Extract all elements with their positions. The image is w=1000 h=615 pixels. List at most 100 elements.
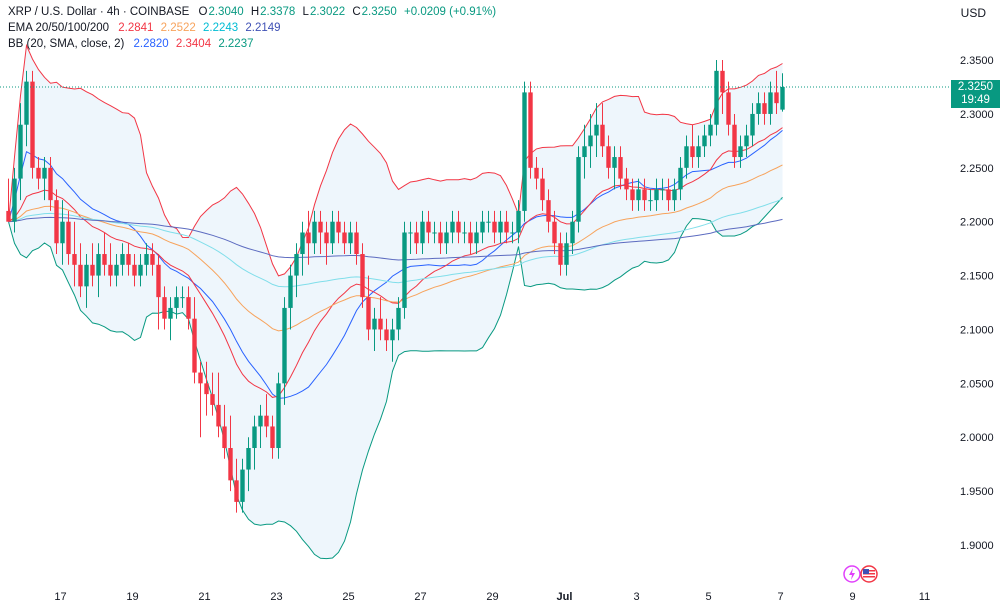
candle	[156, 254, 161, 330]
time-tick-label: 17	[54, 591, 66, 603]
candle-body	[300, 232, 305, 255]
candle	[648, 189, 653, 211]
candle-body	[642, 189, 647, 201]
us-flag-icon[interactable]	[860, 565, 878, 583]
price-axis[interactable]: 2.3500 2.3000 2.2500 2.2000 2.1500 2.1000 2.05…	[960, 55, 994, 552]
candle-body	[186, 297, 191, 319]
candle	[48, 157, 53, 211]
candle	[240, 458, 245, 513]
candle	[504, 210, 509, 244]
candle-body	[768, 92, 773, 114]
candle	[522, 81, 527, 222]
candle	[594, 103, 599, 158]
time-tick-label: 5	[705, 591, 711, 603]
bb-basis-value: 2.2820	[133, 38, 169, 50]
candle	[258, 404, 263, 449]
candle-body	[546, 200, 551, 222]
candle-body	[372, 318, 377, 330]
low-value: 2.3022	[309, 6, 346, 18]
candle	[468, 221, 473, 255]
candle-body	[36, 167, 41, 179]
candle-body	[258, 415, 263, 427]
ema200-value: 2.2149	[245, 22, 281, 34]
candle	[486, 210, 491, 233]
candle-body	[468, 232, 473, 244]
ema50-line	[8, 164, 783, 332]
candle	[150, 243, 155, 276]
candle-body	[354, 232, 359, 255]
candle	[342, 221, 347, 255]
candle	[126, 243, 131, 276]
chart-legend: XRP / U.S. Dollar · 4h · COINBASE O2.304…	[8, 4, 500, 52]
candle	[540, 167, 545, 211]
ema-label[interactable]: EMA 20/50/100/200	[8, 22, 110, 34]
candle-body	[288, 275, 293, 308]
candle-body	[480, 221, 485, 233]
bar-countdown: 19:49	[961, 94, 990, 106]
change-value: +0.0209 (+0.91%)	[404, 6, 497, 18]
candle-body	[318, 221, 323, 233]
price-tick-label: 2.2500	[960, 163, 994, 175]
candle	[90, 243, 95, 287]
candle	[228, 415, 233, 492]
candle	[618, 146, 623, 190]
candle	[18, 103, 23, 201]
candle-body	[324, 232, 329, 244]
candle	[192, 297, 197, 384]
candle-body	[672, 189, 677, 201]
candle	[72, 221, 77, 287]
time-axis[interactable]: 17 19 21 23 25 27 29 Jul 3 5 7 9 11	[54, 591, 930, 603]
candle-body	[714, 70, 719, 125]
candle-body	[228, 448, 233, 481]
candle-body	[564, 243, 569, 265]
candle	[372, 307, 377, 352]
candle	[660, 178, 665, 201]
candle	[396, 297, 401, 341]
candle-body	[360, 254, 365, 298]
candle-body	[264, 415, 269, 427]
price-tick-label: 2.2000	[960, 217, 994, 229]
candle	[282, 297, 287, 405]
candle-body	[96, 254, 101, 276]
candle	[138, 254, 143, 287]
candle	[576, 146, 581, 233]
event-icons[interactable]	[843, 564, 883, 584]
candle	[780, 73, 785, 112]
candle	[78, 243, 83, 298]
candle-body	[720, 70, 725, 93]
candle	[294, 243, 299, 298]
time-tick-label: 9	[849, 591, 855, 603]
candle	[366, 275, 371, 341]
candle	[402, 221, 407, 319]
candle-body	[48, 167, 53, 201]
currency-label[interactable]: USD	[960, 6, 986, 20]
candle	[480, 210, 485, 244]
candle	[198, 361, 203, 438]
candle-body	[750, 113, 755, 136]
candle	[702, 124, 707, 158]
candle-body	[558, 243, 563, 265]
candle	[66, 210, 71, 265]
candle-body	[6, 210, 11, 222]
candle-body	[708, 124, 713, 136]
symbol-label[interactable]: XRP / U.S. Dollar · 4h · COINBASE	[8, 6, 190, 18]
candle-body	[474, 232, 479, 244]
price-tick-label: 2.3500	[960, 55, 994, 67]
candle-body	[162, 297, 167, 319]
price-tick-label: 1.9500	[960, 486, 994, 498]
candle	[528, 81, 533, 179]
lightning-icon[interactable]	[843, 565, 861, 583]
candle	[60, 200, 65, 265]
candle	[252, 415, 257, 470]
candle-body	[528, 92, 533, 168]
candle	[84, 254, 89, 308]
candle-body	[192, 318, 197, 373]
candle-body	[222, 426, 227, 449]
bb-label[interactable]: BB (20, SMA, close, 2)	[8, 38, 125, 50]
candle-body	[348, 232, 353, 244]
candle	[672, 178, 677, 211]
candle	[564, 232, 569, 276]
candle	[774, 70, 779, 114]
candle-body	[30, 81, 35, 168]
